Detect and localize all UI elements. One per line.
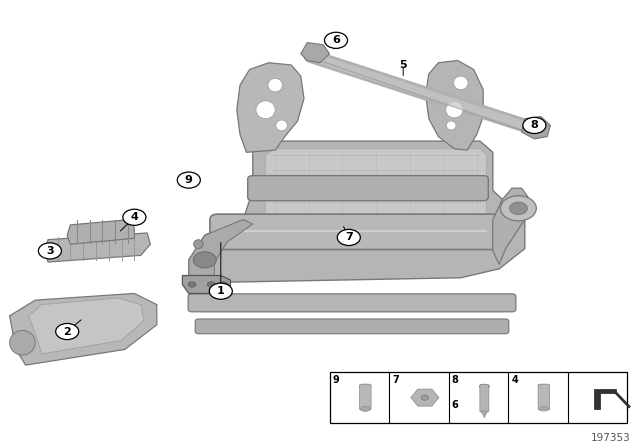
FancyBboxPatch shape [538, 384, 550, 410]
Circle shape [209, 283, 232, 299]
Text: 197353: 197353 [591, 433, 630, 443]
Polygon shape [67, 220, 134, 244]
Ellipse shape [256, 101, 275, 119]
FancyBboxPatch shape [248, 176, 488, 201]
Ellipse shape [276, 120, 287, 131]
Text: 1: 1 [217, 286, 225, 296]
Ellipse shape [454, 76, 468, 90]
Polygon shape [426, 60, 483, 150]
Ellipse shape [10, 331, 35, 355]
Polygon shape [594, 388, 616, 409]
Ellipse shape [540, 407, 548, 411]
Ellipse shape [268, 78, 282, 92]
Ellipse shape [538, 384, 550, 388]
Circle shape [38, 243, 61, 259]
Polygon shape [411, 389, 439, 406]
Text: 6: 6 [452, 400, 459, 410]
Circle shape [177, 172, 200, 188]
FancyBboxPatch shape [360, 384, 371, 410]
FancyBboxPatch shape [480, 384, 489, 412]
Polygon shape [189, 220, 253, 280]
Text: 8: 8 [452, 375, 459, 385]
Polygon shape [10, 293, 157, 365]
Ellipse shape [193, 240, 204, 249]
Polygon shape [29, 298, 144, 354]
Text: 5: 5 [399, 60, 407, 70]
Text: 3: 3 [46, 246, 54, 256]
Ellipse shape [447, 121, 456, 130]
Polygon shape [237, 63, 304, 152]
Circle shape [500, 196, 536, 221]
Ellipse shape [360, 384, 371, 388]
Text: 9: 9 [333, 375, 340, 385]
Circle shape [523, 117, 546, 134]
Ellipse shape [361, 406, 370, 411]
Ellipse shape [479, 384, 490, 388]
Text: 9: 9 [185, 175, 193, 185]
Circle shape [220, 282, 228, 287]
Circle shape [193, 252, 216, 268]
Polygon shape [481, 411, 488, 418]
Circle shape [337, 229, 360, 246]
Polygon shape [45, 233, 150, 262]
Polygon shape [301, 43, 330, 63]
Circle shape [509, 202, 527, 215]
Text: 7: 7 [392, 375, 399, 385]
Text: 6: 6 [332, 35, 340, 45]
Text: 8: 8 [531, 121, 538, 130]
FancyBboxPatch shape [188, 294, 516, 312]
Polygon shape [493, 188, 528, 264]
Text: 2: 2 [63, 327, 71, 336]
Text: 7: 7 [345, 233, 353, 242]
Polygon shape [182, 276, 230, 293]
Circle shape [324, 32, 348, 48]
FancyBboxPatch shape [210, 214, 500, 250]
Circle shape [207, 282, 215, 287]
FancyBboxPatch shape [195, 319, 509, 334]
Ellipse shape [445, 102, 463, 118]
Circle shape [56, 323, 79, 340]
Ellipse shape [421, 395, 429, 401]
Polygon shape [189, 141, 525, 282]
Circle shape [188, 282, 196, 287]
Circle shape [123, 209, 146, 225]
Polygon shape [522, 116, 550, 139]
Text: 4: 4 [511, 375, 518, 385]
FancyBboxPatch shape [330, 372, 627, 423]
Text: 4: 4 [131, 212, 138, 222]
Polygon shape [262, 149, 486, 224]
